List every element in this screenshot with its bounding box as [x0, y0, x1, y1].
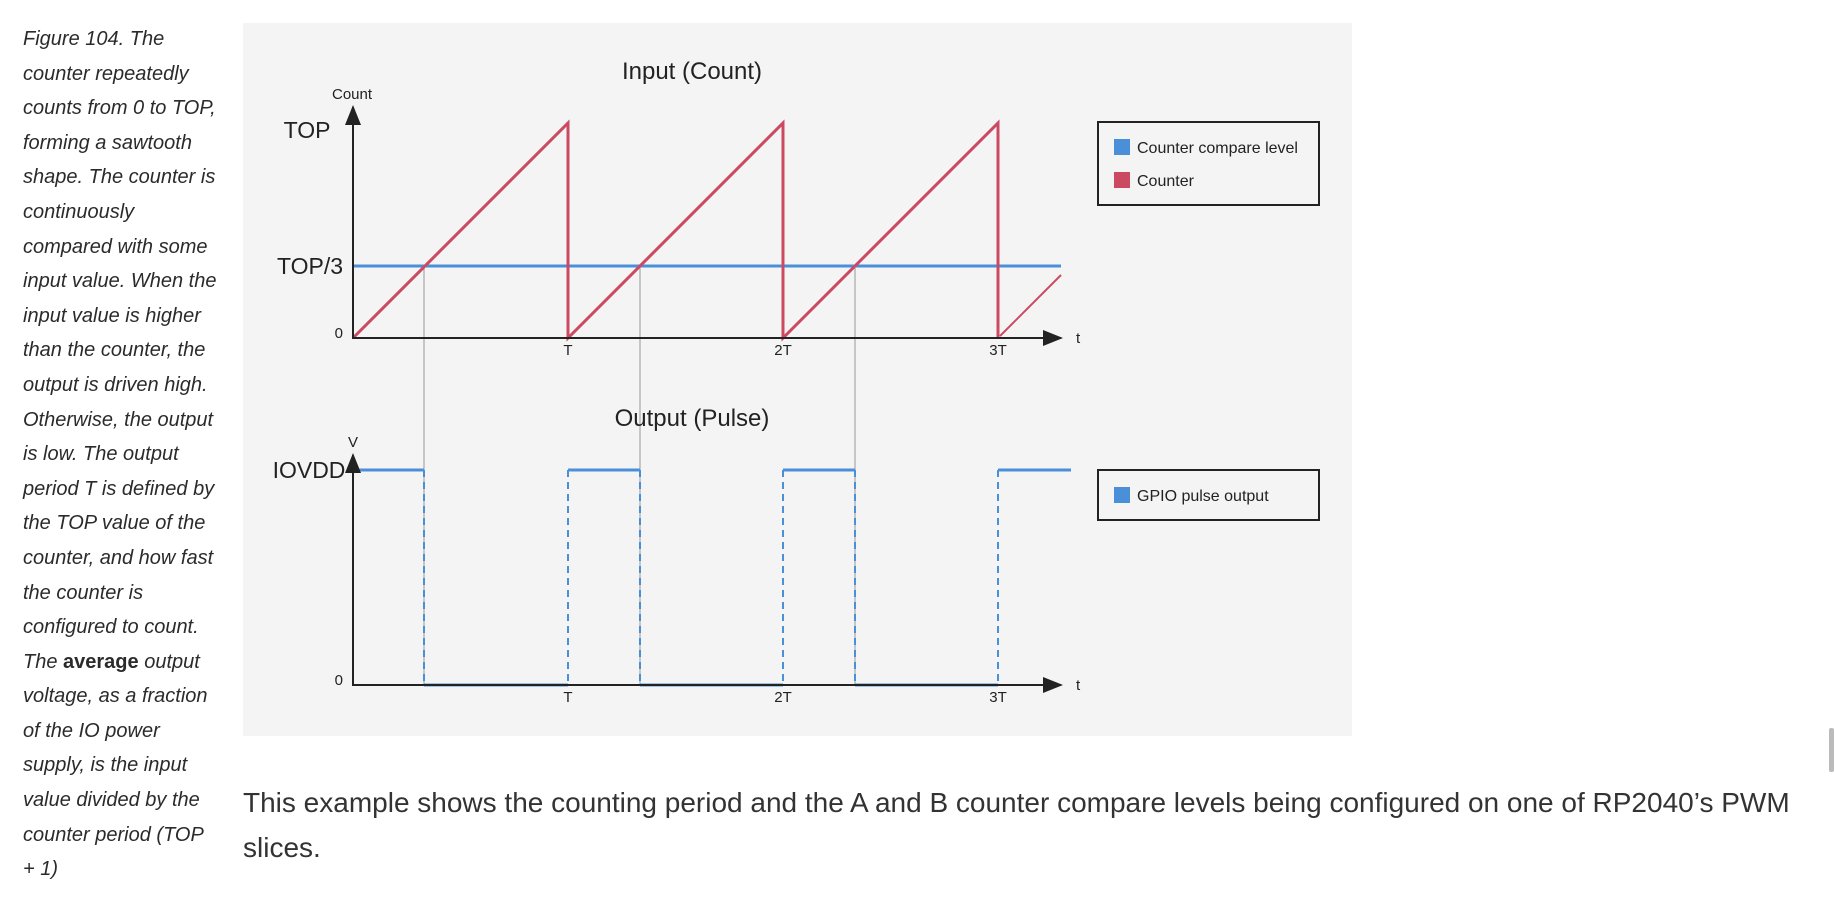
legend-swatch-counter	[1114, 172, 1130, 188]
bottom-x-axis-label: t	[1076, 677, 1081, 694]
top-legend-box	[1097, 121, 1320, 206]
legend-label-gpio: GPIO pulse output	[1137, 488, 1269, 505]
legend-swatch-gpio	[1114, 487, 1130, 503]
top-y-tick-third: TOP/3	[277, 253, 343, 279]
bottom-x-tick-t: T	[563, 689, 572, 706]
top-x-tick-3t: 3T	[989, 342, 1007, 359]
top-x-tick-t: T	[563, 342, 572, 359]
top-x-tick-2t: 2T	[774, 342, 792, 359]
top-y-tick-top: TOP	[284, 117, 331, 143]
pwm-diagram-svg: Input (Count) Count TOP TOP/3 0 T 2T 3T …	[273, 58, 1320, 706]
caption-text-end: output voltage, as a fraction of the IO …	[23, 650, 208, 881]
pwm-diagram: Input (Count) Count TOP TOP/3 0 T 2T 3T …	[243, 23, 1352, 736]
bottom-panel-title: Output (Pulse)	[615, 405, 770, 432]
top-y-tick-zero: 0	[335, 325, 343, 342]
caption-text: Figure 104. The counter repeatedly count…	[23, 28, 217, 673]
bottom-x-tick-3t: 3T	[989, 689, 1007, 706]
legend-swatch-compare	[1114, 139, 1130, 155]
figure-caption: Figure 104. The counter repeatedly count…	[23, 22, 219, 887]
bottom-y-axis-label: V	[348, 434, 358, 451]
legend-label-counter: Counter	[1137, 173, 1195, 190]
bottom-y-tick-zero: 0	[335, 672, 343, 689]
counter-ramp-partial	[999, 274, 1062, 337]
legend-label-compare: Counter compare level	[1137, 140, 1298, 157]
body-paragraph: This example shows the counting period a…	[243, 787, 1790, 863]
top-y-axis-label: Count	[332, 86, 373, 103]
top-x-axis-label: t	[1076, 330, 1081, 347]
counter-sawtooth	[351, 119, 1000, 342]
bottom-x-tick-2t: 2T	[774, 689, 792, 706]
scrollbar-handle[interactable]	[1829, 728, 1834, 772]
caption-bold-word: average	[63, 650, 139, 673]
top-panel-title: Input (Count)	[622, 58, 762, 85]
bottom-y-tick-iovdd: IOVDD	[273, 457, 346, 483]
bottom-legend-box	[1097, 469, 1320, 521]
